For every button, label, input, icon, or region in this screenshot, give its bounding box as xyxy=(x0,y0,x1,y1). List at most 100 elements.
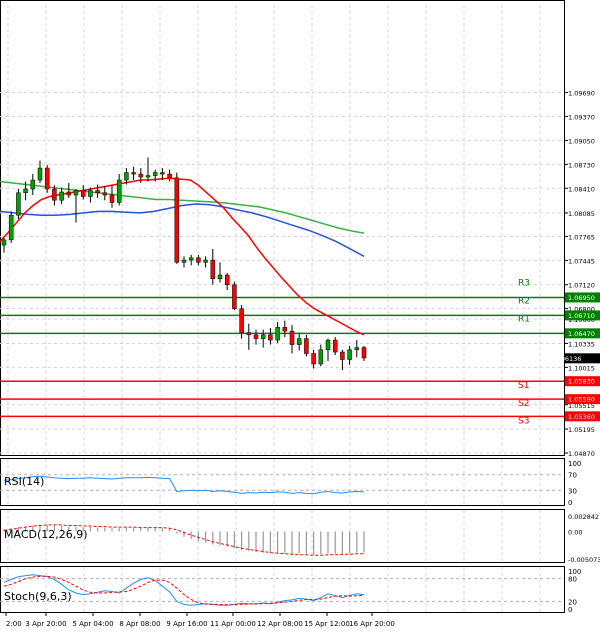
candle-body xyxy=(174,177,180,263)
candle-body xyxy=(210,259,216,280)
candle-body xyxy=(109,194,115,203)
stoch-tick-label: 80 xyxy=(568,576,577,584)
price-axis: 1.106601.103351.100151.096901.093701.090… xyxy=(555,90,600,458)
candle-body xyxy=(181,259,187,263)
candle-body xyxy=(289,330,295,345)
time-tick-label: 15 Apr 12:00 xyxy=(304,620,350,628)
candlesticks xyxy=(1,157,367,370)
price-tick-label: 1.07120 xyxy=(568,282,595,290)
level-price-box xyxy=(565,328,600,339)
stoch-panel-border xyxy=(0,566,565,613)
price-tick-label: 1.09050 xyxy=(568,137,595,145)
level-price-label: 1.06950 xyxy=(568,294,595,302)
candle-body xyxy=(1,239,7,246)
time-tick-label: 12 Apr 08:00 xyxy=(257,620,303,628)
macd-label: MACD(12,26,9) xyxy=(4,528,88,541)
stoch-main-line xyxy=(3,574,365,606)
price-tick-label: 1.10335 xyxy=(568,340,595,348)
candle-body xyxy=(304,338,309,354)
stoch-label: Stoch(9,6,3) xyxy=(4,590,72,603)
candle-body xyxy=(116,179,122,203)
time-tick-label: 3 Apr 20:00 xyxy=(25,620,66,628)
main-panel-border xyxy=(0,0,565,456)
macd-tick-label: -0.005073 xyxy=(568,556,600,564)
rsi-tick-label: 70 xyxy=(568,472,577,480)
level-label-r3: R3 xyxy=(518,278,530,288)
candle-body xyxy=(354,347,360,351)
candle-body xyxy=(224,274,230,285)
candle-body xyxy=(311,353,316,365)
candle-body xyxy=(203,259,208,263)
level-label-r1: R1 xyxy=(518,314,530,324)
level-price-box xyxy=(565,394,600,405)
candle-body xyxy=(152,172,158,176)
macd-signal-line xyxy=(3,524,364,556)
candle-body xyxy=(260,334,266,339)
price-tick-label: 1.07765 xyxy=(568,234,595,242)
level-label-s2: S2 xyxy=(518,399,529,409)
rsi-panel-border xyxy=(0,458,565,506)
current-price-box xyxy=(565,353,600,364)
rsi-label: RSI(14) xyxy=(4,475,44,488)
level-price-label: 1.06710 xyxy=(568,312,595,320)
candle-body xyxy=(44,167,50,190)
candle-body xyxy=(102,192,108,196)
candle-body xyxy=(124,172,129,181)
macd-tick-label: 0.00 xyxy=(568,528,582,536)
rsi-tick-label: 0 xyxy=(568,499,572,507)
price-tick-label: 1.06800 xyxy=(568,306,595,314)
candle-body xyxy=(268,334,273,341)
current-price-label: 1.06136 xyxy=(555,355,582,363)
candle-body xyxy=(145,175,151,178)
candle-body xyxy=(188,257,194,261)
candle-body xyxy=(8,214,14,241)
macd-panel-border xyxy=(0,509,565,563)
level-price-label: 1.05590 xyxy=(568,396,595,404)
rsi-tick-label: 30 xyxy=(568,487,577,495)
candle-body xyxy=(296,338,302,345)
grid xyxy=(0,0,565,613)
level-price-label: 1.05360 xyxy=(568,413,595,421)
candle-body xyxy=(138,173,144,178)
candle-body xyxy=(131,172,136,175)
candle-body xyxy=(30,179,36,190)
level-price-box xyxy=(565,411,600,422)
ma-blue-line xyxy=(0,203,365,257)
level-price-label: 1.05830 xyxy=(568,378,595,386)
price-tick-label: 1.05195 xyxy=(568,426,595,434)
candle-body xyxy=(37,167,43,181)
time-tick-label: 16 Apr 20:00 xyxy=(349,620,395,628)
candle-body xyxy=(239,308,244,333)
candle-body xyxy=(340,351,345,360)
price-tick-label: 1.07445 xyxy=(568,257,595,265)
candle-body xyxy=(66,191,72,196)
candle-body xyxy=(325,339,331,351)
stoch-tick-label: 20 xyxy=(568,598,577,606)
macd-tick-label: 0.002842 xyxy=(568,513,599,521)
stoch-tick-label: 0 xyxy=(568,606,572,614)
level-price-box xyxy=(565,310,600,321)
level-label-s3: S3 xyxy=(518,416,529,426)
rsi-panel: 100 70 30 0 xyxy=(0,460,581,507)
candle-body xyxy=(16,192,21,216)
time-tick-label: 9 Apr 16:00 xyxy=(166,620,207,628)
candle-body xyxy=(88,190,93,197)
time-tick-label: 2:00 xyxy=(6,620,22,628)
candle-body xyxy=(246,332,252,336)
time-tick-label: 8 Apr 08:00 xyxy=(119,620,160,628)
price-tick-label: 1.04870 xyxy=(568,450,595,458)
level-label-r2: R2 xyxy=(518,296,530,306)
candle-body xyxy=(275,327,280,341)
time-tick-label: 11 Apr 00:00 xyxy=(210,620,256,628)
candle-body xyxy=(23,188,28,194)
price-tick-label: 1.09370 xyxy=(568,113,595,121)
level-price-box xyxy=(565,376,600,387)
candle-body xyxy=(167,173,172,179)
candle-body xyxy=(318,349,324,365)
rsi-tick-label: 100 xyxy=(568,460,581,468)
time-axis: 2:00 3 Apr 20:00 5 Apr 04:00 8 Apr 08:00 9 A… xyxy=(5,613,395,628)
support-resistance-levels: R3 R2 R1 S1 S2 S3 xyxy=(0,278,564,426)
